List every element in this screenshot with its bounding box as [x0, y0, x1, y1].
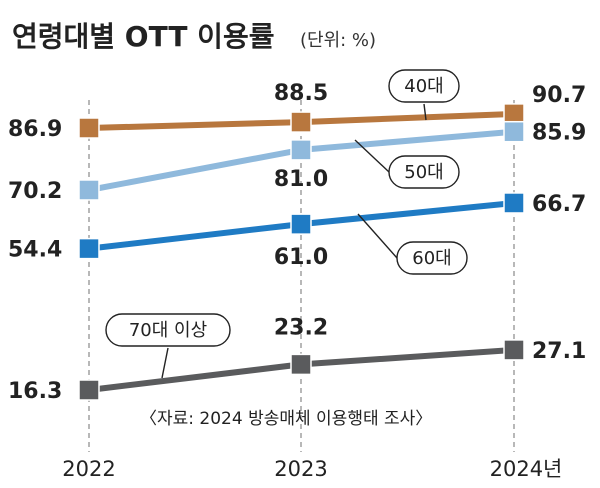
callout-leaders [161, 103, 427, 379]
data-point-marker [503, 120, 525, 143]
x-axis: 2022 2023 2024년 [62, 457, 562, 481]
callout-leader [423, 103, 427, 121]
value-label: 23.2 [274, 315, 328, 340]
x-tick-label: 2023 [274, 457, 327, 481]
data-point-marker [78, 237, 100, 260]
data-point-marker [503, 339, 525, 361]
series-name-label: 40대 [404, 76, 443, 97]
value-label: 61.0 [274, 245, 328, 270]
series-name-label: 50대 [404, 162, 443, 183]
series-name-label: 60대 [412, 248, 451, 269]
callout-1: 50대 [388, 155, 460, 189]
value-labels: 86.9 88.5 90.7 70.2 81.0 85.9 54.4 61.0 66.7 16.3… [8, 81, 586, 404]
chart-title: 연령대별 OTT 이용률 [12, 20, 274, 53]
data-point-marker [78, 179, 100, 201]
value-label: 86.9 [8, 117, 62, 142]
value-label: 90.7 [532, 83, 586, 108]
value-label: 66.7 [532, 192, 586, 217]
value-label: 70.2 [8, 179, 62, 204]
series-2 [78, 192, 525, 260]
unit-label: (단위: %) [300, 30, 376, 51]
data-point-marker [503, 103, 525, 125]
value-label: 27.1 [532, 339, 586, 364]
series-1 [78, 120, 525, 201]
value-label: 88.5 [274, 81, 328, 106]
value-label: 54.4 [8, 238, 62, 263]
data-point-marker [290, 139, 312, 161]
data-point-marker [290, 213, 312, 235]
callout-leader [161, 347, 169, 379]
series-0 [78, 103, 525, 139]
data-point-marker [290, 353, 312, 376]
x-tick-label: 2022 [62, 457, 115, 481]
data-point-marker [290, 111, 312, 133]
series-3 [78, 339, 525, 401]
callout-leader [354, 139, 390, 173]
callout-pill [388, 155, 460, 189]
series-name-label: 70대 이상 [129, 320, 207, 341]
source-note: 〈자료: 2024 방송매체 이용행태 조사〉 [140, 409, 432, 429]
callout-0: 40대 [388, 69, 460, 103]
callout-pill [388, 69, 460, 103]
data-point-marker [78, 379, 100, 401]
data-point-marker [78, 117, 100, 139]
value-label: 85.9 [532, 121, 586, 146]
callout-pill [105, 313, 231, 347]
callout-pill [396, 241, 468, 275]
value-label: 16.3 [8, 379, 62, 404]
series-layer [78, 103, 525, 401]
series-callouts: 40대 50대 60대 70대 이상 [105, 69, 468, 347]
callout-2: 60대 [396, 241, 468, 275]
callout-3: 70대 이상 [105, 313, 231, 347]
x-tick-label: 2024년 [490, 457, 563, 481]
value-label: 81.0 [274, 167, 328, 192]
data-point-marker [503, 192, 525, 214]
callout-leader [357, 213, 398, 259]
